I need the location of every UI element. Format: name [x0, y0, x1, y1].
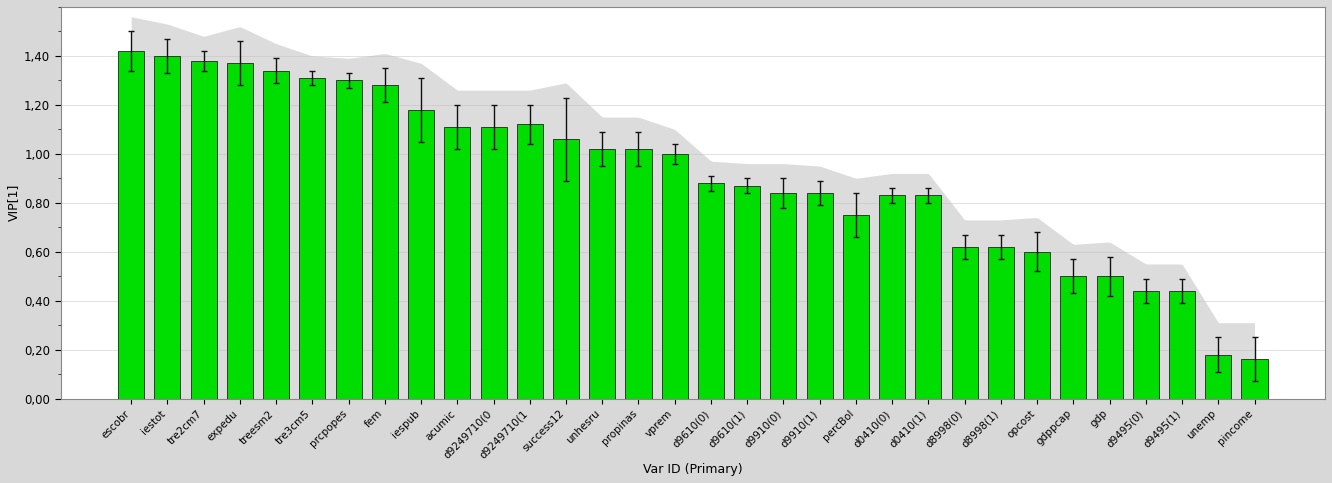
Bar: [445, 127, 470, 398]
Bar: [698, 183, 725, 398]
Bar: [119, 51, 144, 398]
Bar: [770, 193, 797, 398]
Bar: [408, 110, 434, 398]
Bar: [915, 196, 942, 398]
Bar: [372, 85, 398, 398]
Bar: [300, 78, 325, 398]
Bar: [589, 149, 615, 398]
Bar: [1241, 359, 1268, 398]
Bar: [626, 149, 651, 398]
Bar: [988, 247, 1014, 398]
Bar: [1169, 291, 1195, 398]
Bar: [155, 56, 180, 398]
Bar: [553, 139, 579, 398]
Bar: [843, 215, 868, 398]
Bar: [226, 63, 253, 398]
Bar: [190, 61, 217, 398]
Bar: [951, 247, 978, 398]
Bar: [1205, 355, 1231, 398]
Bar: [807, 193, 832, 398]
Bar: [336, 80, 362, 398]
Bar: [264, 71, 289, 398]
Bar: [1132, 291, 1159, 398]
Bar: [517, 125, 543, 398]
Bar: [1024, 252, 1050, 398]
Y-axis label: VIP[1]: VIP[1]: [7, 184, 20, 221]
Bar: [481, 127, 506, 398]
Bar: [1060, 276, 1087, 398]
Bar: [879, 196, 906, 398]
Bar: [662, 154, 687, 398]
Bar: [734, 185, 761, 398]
X-axis label: Var ID (Primary): Var ID (Primary): [643, 463, 743, 476]
Bar: [1096, 276, 1123, 398]
